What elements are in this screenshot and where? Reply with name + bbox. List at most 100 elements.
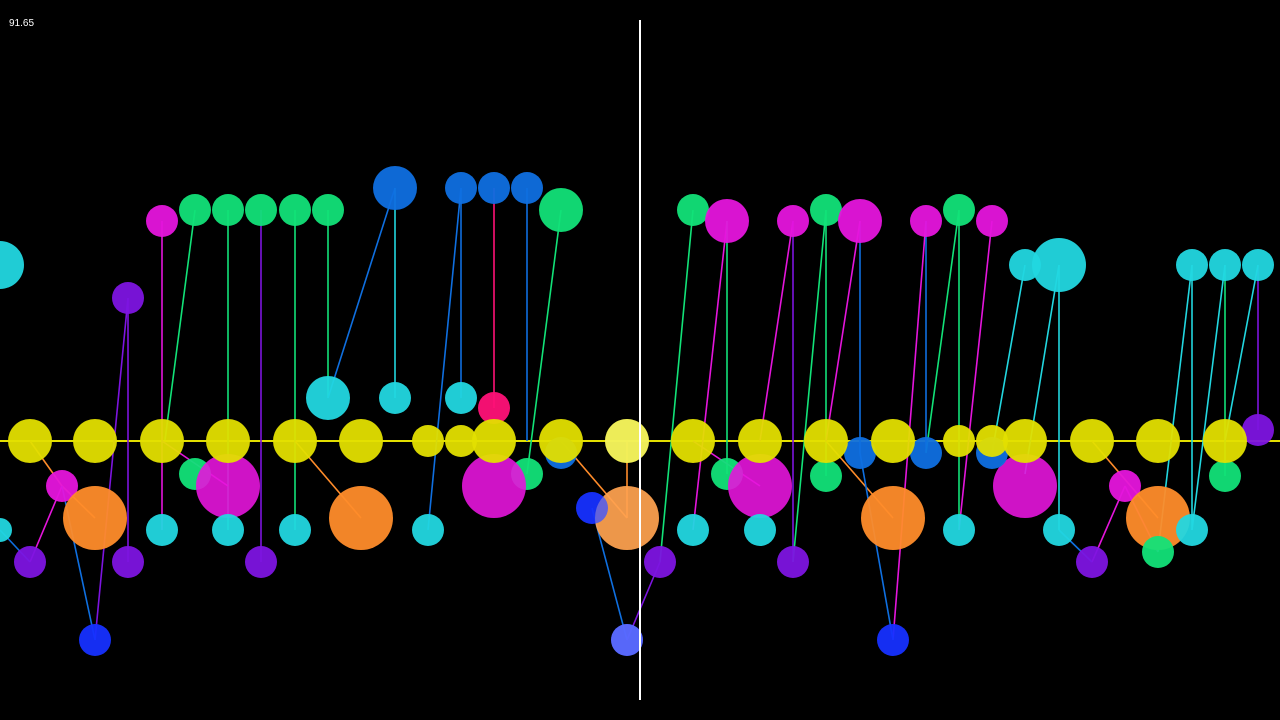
note-circle: [976, 425, 1008, 457]
note-circle: [112, 282, 144, 314]
note-circle: [462, 454, 526, 518]
note-circle: [306, 376, 350, 420]
connection-line: [859, 452, 894, 641]
connection-line: [825, 220, 861, 442]
note-circle: [777, 205, 809, 237]
note-nodes: [0, 166, 1274, 656]
note-circle: [861, 486, 925, 550]
note-circle: [73, 419, 117, 463]
note-circle: [671, 419, 715, 463]
note-circle: [63, 486, 127, 550]
note-circle: [777, 546, 809, 578]
connection-lines: [0, 187, 1280, 641]
note-circle: [605, 419, 649, 463]
note-circle: [339, 419, 383, 463]
time-counter: 91.65: [9, 18, 35, 29]
connection-line: [427, 187, 462, 531]
note-circle: [146, 205, 178, 237]
note-circle: [379, 382, 411, 414]
note-circle: [1176, 249, 1208, 281]
note-circle: [1142, 536, 1174, 568]
connection-line: [1191, 264, 1226, 531]
note-circle: [611, 624, 643, 656]
note-circle: [312, 194, 344, 226]
note-circle: [844, 437, 876, 469]
note-circle: [1003, 419, 1047, 463]
note-circle: [1176, 514, 1208, 546]
note-circle: [943, 194, 975, 226]
connection-line: [991, 264, 1026, 454]
note-circle: [810, 194, 842, 226]
note-circle: [705, 199, 749, 243]
note-circle: [1203, 419, 1247, 463]
note-circle: [8, 419, 52, 463]
note-circle: [212, 194, 244, 226]
connection-line: [759, 220, 794, 442]
note-circle: [738, 419, 782, 463]
note-circle: [993, 454, 1057, 518]
note-circle: [511, 172, 543, 204]
note-circle: [677, 194, 709, 226]
note-circle: [329, 486, 393, 550]
note-circle: [212, 514, 244, 546]
note-circle: [1242, 414, 1274, 446]
note-circle: [445, 425, 477, 457]
connection-line: [164, 209, 196, 441]
connection-line: [925, 209, 960, 454]
note-circle: [245, 546, 277, 578]
connection-line: [958, 220, 993, 531]
note-circle: [112, 546, 144, 578]
note-circle: [478, 392, 510, 424]
note-circle: [910, 205, 942, 237]
note-circle: [1070, 419, 1114, 463]
note-circle: [943, 514, 975, 546]
note-circle: [1043, 514, 1075, 546]
note-circle: [373, 166, 417, 210]
note-circle: [877, 624, 909, 656]
note-circle: [644, 546, 676, 578]
note-circle: [1076, 546, 1108, 578]
connection-line: [792, 209, 827, 563]
note-circle: [146, 514, 178, 546]
note-circle: [14, 546, 46, 578]
note-circle: [976, 205, 1008, 237]
note-circle: [744, 514, 776, 546]
note-circle: [0, 241, 24, 289]
note-circle: [140, 419, 184, 463]
note-circle: [677, 514, 709, 546]
note-circle: [595, 486, 659, 550]
note-circle: [943, 425, 975, 457]
note-circle: [539, 419, 583, 463]
note-circle: [728, 454, 792, 518]
note-circle: [1209, 249, 1241, 281]
note-circle: [871, 419, 915, 463]
note-circle: [1126, 486, 1190, 550]
note-circle: [445, 382, 477, 414]
note-circle: [179, 194, 211, 226]
note-circle: [478, 172, 510, 204]
note-circle: [810, 460, 842, 492]
note-circle: [910, 437, 942, 469]
note-circle: [1242, 249, 1274, 281]
note-circle: [1032, 238, 1086, 292]
note-circle: [412, 425, 444, 457]
note-circle: [576, 492, 608, 524]
note-circle: [0, 518, 12, 542]
note-circle: [1209, 460, 1241, 492]
note-circle: [595, 486, 659, 550]
connection-line: [526, 209, 562, 475]
connection-line: [94, 297, 129, 641]
note-circle: [539, 188, 583, 232]
note-circle: [46, 470, 78, 502]
note-circle: [279, 194, 311, 226]
note-circle: [1136, 419, 1180, 463]
note-circle: [196, 454, 260, 518]
note-circle: [472, 419, 516, 463]
note-circle: [804, 419, 848, 463]
note-circle: [79, 624, 111, 656]
note-circle: [1009, 249, 1041, 281]
note-circle: [273, 419, 317, 463]
connection-line: [692, 220, 728, 531]
note-circle: [206, 419, 250, 463]
